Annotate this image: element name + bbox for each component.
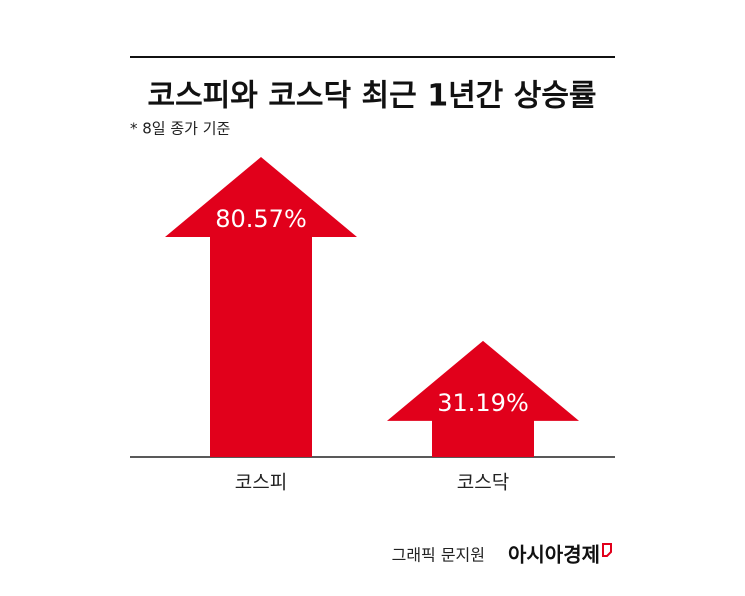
credit: 그래픽 문지원 <box>392 546 485 565</box>
publisher-icon <box>602 543 612 557</box>
arrow-bar <box>387 340 579 457</box>
arrow-bar <box>165 157 357 457</box>
chart-subtitle: * 8일 종가 기준 <box>130 120 231 138</box>
chart-title: 코스피와 코스닥 최근 1년간 상승률 <box>147 79 596 114</box>
x-tick-label: 코스닥 <box>457 472 509 494</box>
value-label: 31.19% <box>437 389 529 417</box>
x-tick-label: 코스피 <box>235 472 287 494</box>
value-label: 80.57% <box>215 205 307 233</box>
publisher: 아시아경제 <box>508 543 600 567</box>
